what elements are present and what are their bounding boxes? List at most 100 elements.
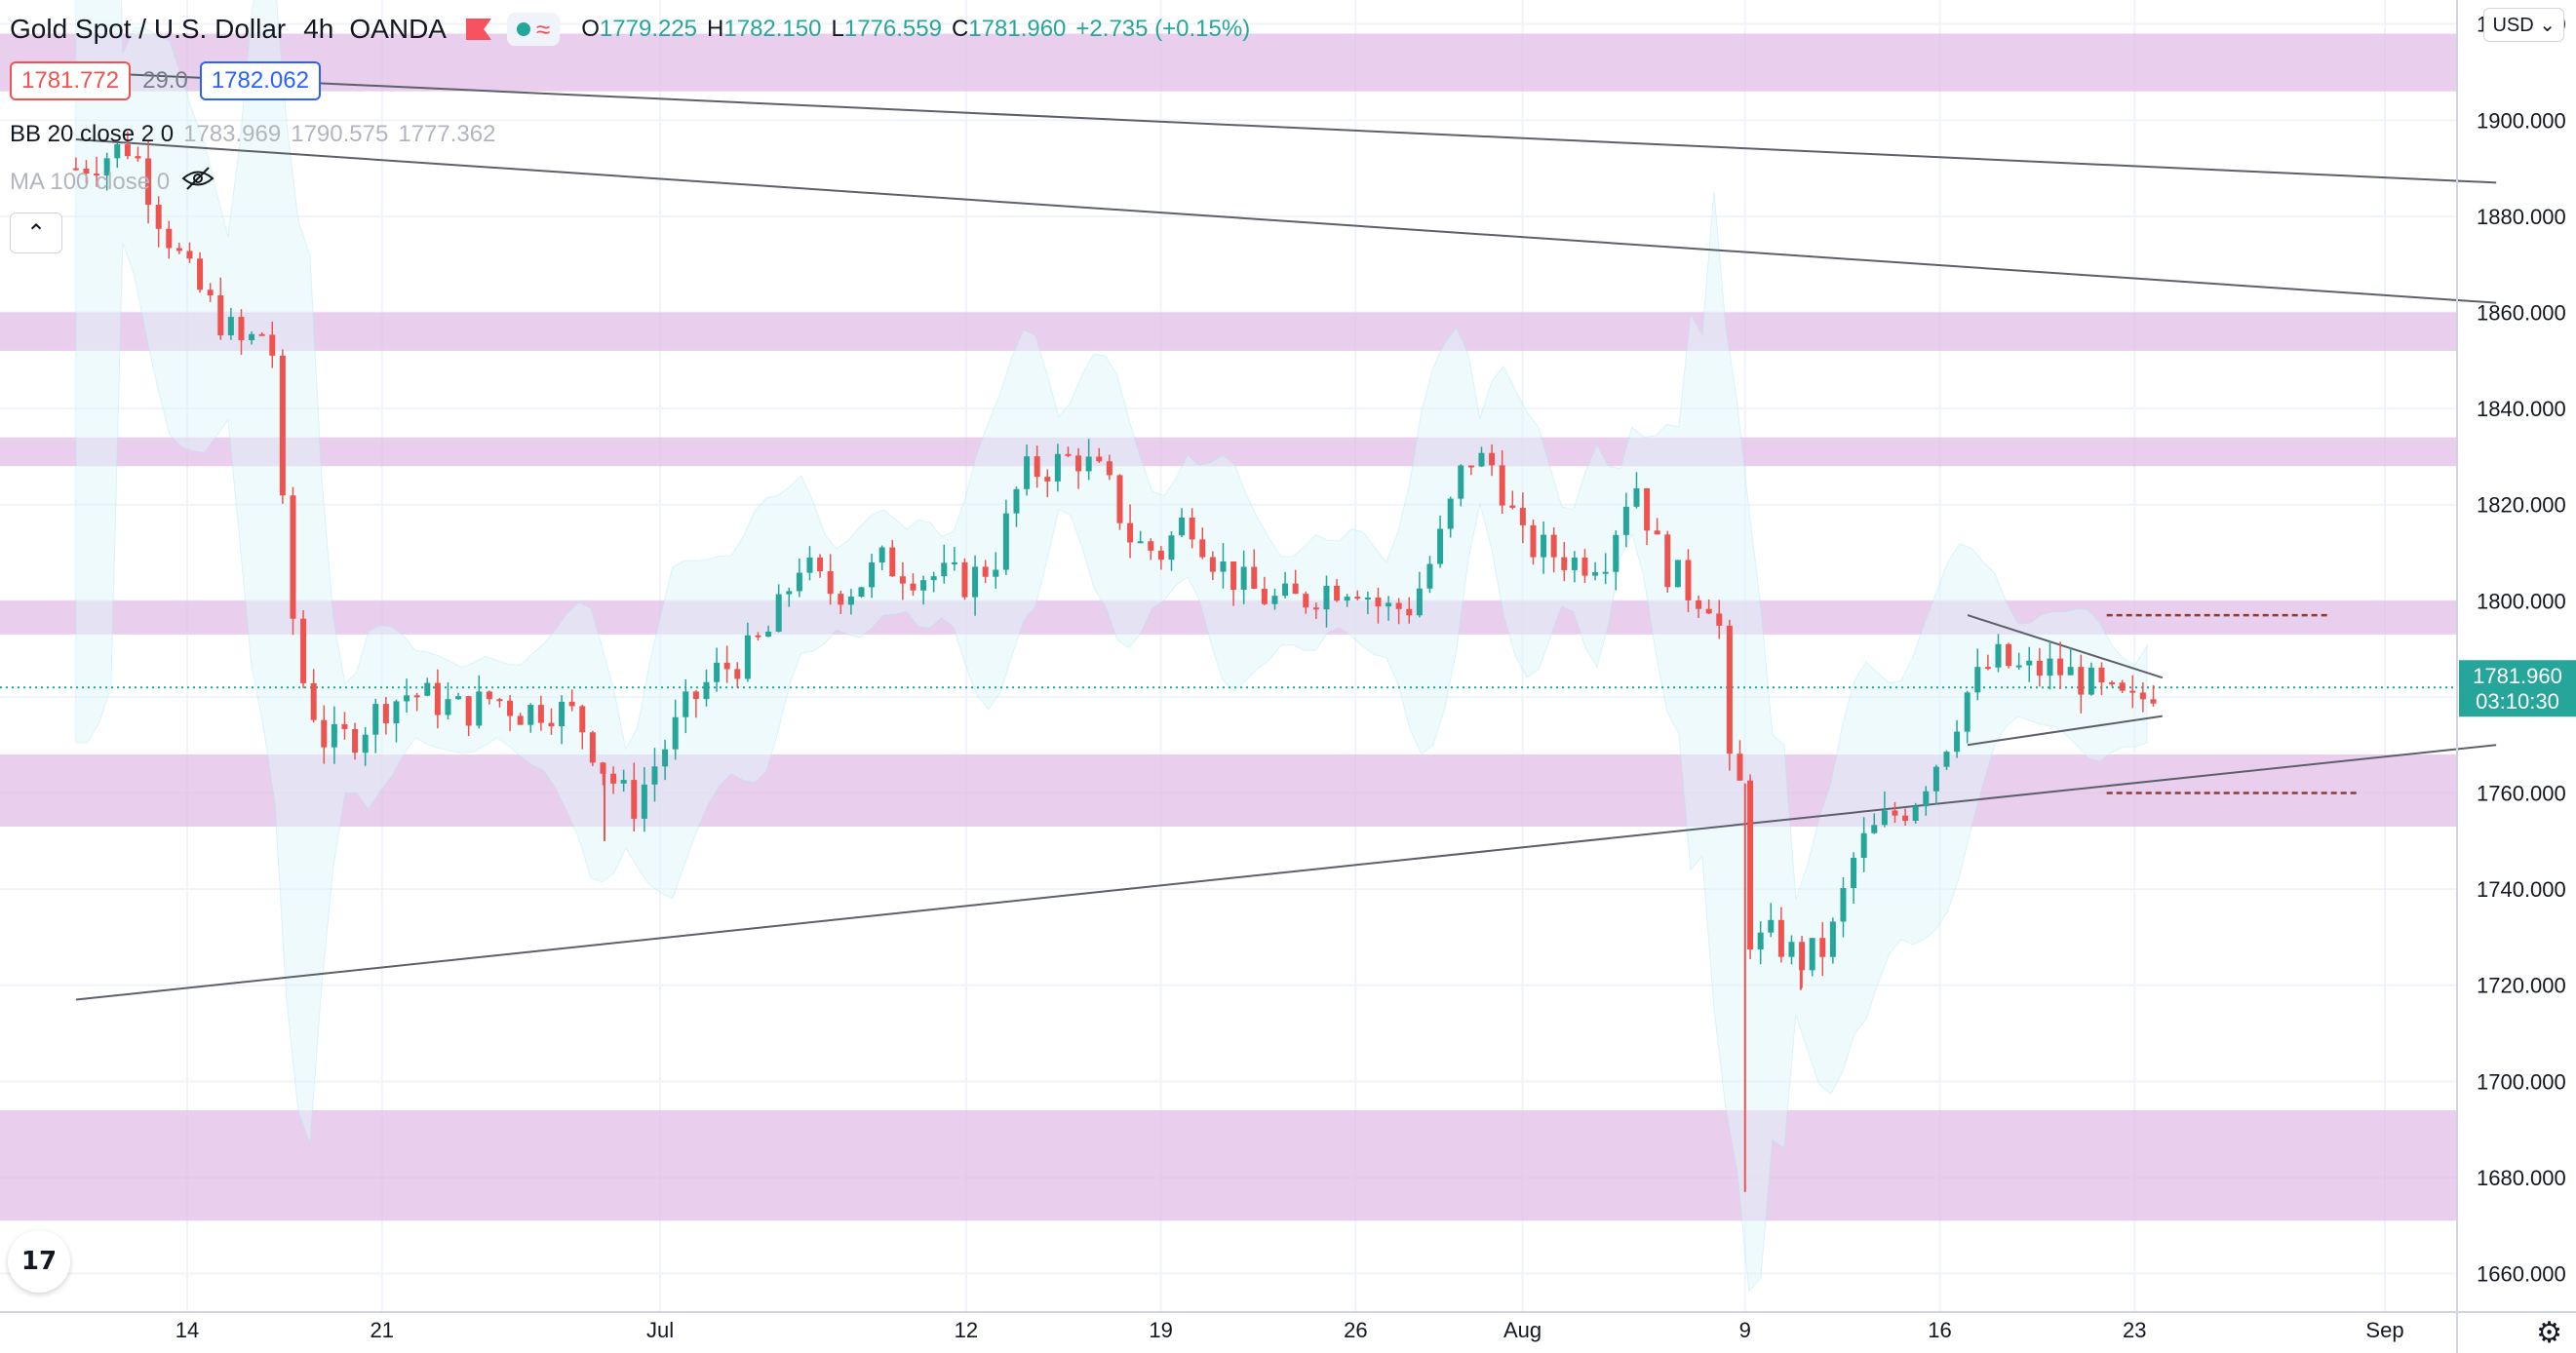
y-tick-label: 1680.000 xyxy=(2477,1166,2566,1190)
candle-body xyxy=(1860,832,1867,859)
candle-body xyxy=(1209,557,1216,572)
candle-body xyxy=(176,248,182,251)
candle-body xyxy=(1106,461,1112,476)
eye-hidden-icon[interactable] xyxy=(181,166,215,198)
candle-body xyxy=(610,773,617,784)
candle-body xyxy=(910,583,917,591)
candle-body xyxy=(765,631,772,638)
symbol-title[interactable]: Gold Spot / U.S. Dollar xyxy=(10,14,287,44)
currency-selector[interactable]: USD ⌄ xyxy=(2483,8,2564,42)
candle-body xyxy=(1923,791,1930,807)
candle-body xyxy=(331,723,337,748)
candle-body xyxy=(1757,932,1764,949)
candle-body xyxy=(434,682,441,715)
candle-body xyxy=(600,762,606,774)
candle-body xyxy=(1912,806,1919,821)
bollinger-band-area xyxy=(75,0,2148,1293)
close-value: 1781.960 xyxy=(968,16,1067,42)
y-tick-label: 1800.000 xyxy=(2477,589,2566,613)
price-zone xyxy=(0,1109,2457,1221)
candle-body xyxy=(1034,456,1040,478)
candles xyxy=(72,131,2157,1192)
ma-label[interactable]: MA 100 close 0 xyxy=(10,168,171,195)
candle-body xyxy=(2129,690,2136,693)
candle-body xyxy=(83,168,90,174)
candle-body xyxy=(1375,598,1382,607)
candle-body xyxy=(290,495,296,619)
market-status[interactable]: ≈ xyxy=(506,13,561,46)
candle-body xyxy=(1458,465,1464,499)
symbol-legend[interactable]: Gold Spot / U.S. Dollar 4h OANDA ≈ O1779… xyxy=(10,8,1250,51)
candle-body xyxy=(755,635,761,638)
candle-body xyxy=(1075,455,1082,472)
bollinger-band xyxy=(75,0,2148,1293)
candle-body xyxy=(321,719,328,748)
candle-body xyxy=(1705,608,1712,614)
collapse-legend-button[interactable]: ⌃ xyxy=(10,213,62,253)
candle-body xyxy=(486,691,492,700)
candle-body xyxy=(1096,456,1103,462)
candle-body xyxy=(993,569,999,577)
candle-body xyxy=(465,696,472,726)
bb-upper: 1790.575 xyxy=(291,121,389,147)
candle-body xyxy=(2036,660,2043,676)
candle-body xyxy=(476,691,483,726)
candle-body xyxy=(1964,692,1971,732)
candle-body xyxy=(445,699,451,715)
candle-body xyxy=(1633,487,1640,507)
candle-body xyxy=(1541,534,1547,558)
candle-body xyxy=(124,144,131,157)
candle-body xyxy=(382,704,389,724)
interval-label[interactable]: 4h xyxy=(303,14,334,44)
candle-body xyxy=(930,576,937,581)
tradingview-logo[interactable]: 17 xyxy=(8,1230,70,1293)
gear-icon[interactable]: ⚙ xyxy=(2536,1317,2562,1349)
x-tick-label: 26 xyxy=(1344,1318,1367,1342)
indicator-ma[interactable]: MA 100 close 0 xyxy=(10,166,215,198)
candle-body xyxy=(961,561,968,598)
candle-body xyxy=(2057,658,2064,676)
indicator-bb[interactable]: BB 20 close 2 0 1783.969 1790.575 1777.3… xyxy=(10,121,495,148)
candle-body xyxy=(186,251,193,259)
trendline xyxy=(75,137,2497,304)
candle-body xyxy=(692,691,699,700)
candle-body xyxy=(238,317,245,341)
x-tick-label: Aug xyxy=(1503,1318,1542,1342)
candle-body xyxy=(662,749,669,767)
candle-body xyxy=(1127,522,1134,543)
bb-lower: 1777.362 xyxy=(398,121,496,147)
sell-button[interactable]: 1781.772 xyxy=(10,61,132,100)
support-resistance-zones xyxy=(0,33,2457,1221)
low-value: 1776.559 xyxy=(843,16,942,42)
buy-button[interactable]: 1782.062 xyxy=(199,61,321,100)
candle-body xyxy=(641,784,647,819)
bb-label[interactable]: BB 20 close 2 0 xyxy=(10,121,175,147)
last-price-tag xyxy=(2459,660,2576,717)
candle-body xyxy=(744,635,751,679)
candle-body xyxy=(1386,602,1392,607)
candle-body xyxy=(310,682,317,720)
x-tick-label: 12 xyxy=(955,1318,978,1342)
candle-body xyxy=(2006,643,2012,667)
candle-body xyxy=(1354,597,1361,599)
candle-body xyxy=(72,168,79,171)
candle-body xyxy=(1489,452,1496,466)
change-value: +2.735 (+0.15%) xyxy=(1075,16,1251,42)
candle-body xyxy=(1179,517,1186,536)
candle-body xyxy=(714,662,721,682)
x-tick-label: Sep xyxy=(2365,1318,2403,1342)
market-open-icon xyxy=(516,22,530,36)
candle-body xyxy=(1323,585,1330,610)
trendlines xyxy=(0,70,2497,1001)
candle-body xyxy=(258,333,265,336)
candle-body xyxy=(2026,660,2033,666)
flag-icon[interactable] xyxy=(465,19,491,40)
candle-body xyxy=(279,355,286,496)
candle-body xyxy=(2015,665,2022,668)
candle-body xyxy=(651,766,658,785)
candle-body xyxy=(1737,754,1743,781)
candle-body xyxy=(1406,608,1413,616)
candle-body xyxy=(683,691,689,717)
